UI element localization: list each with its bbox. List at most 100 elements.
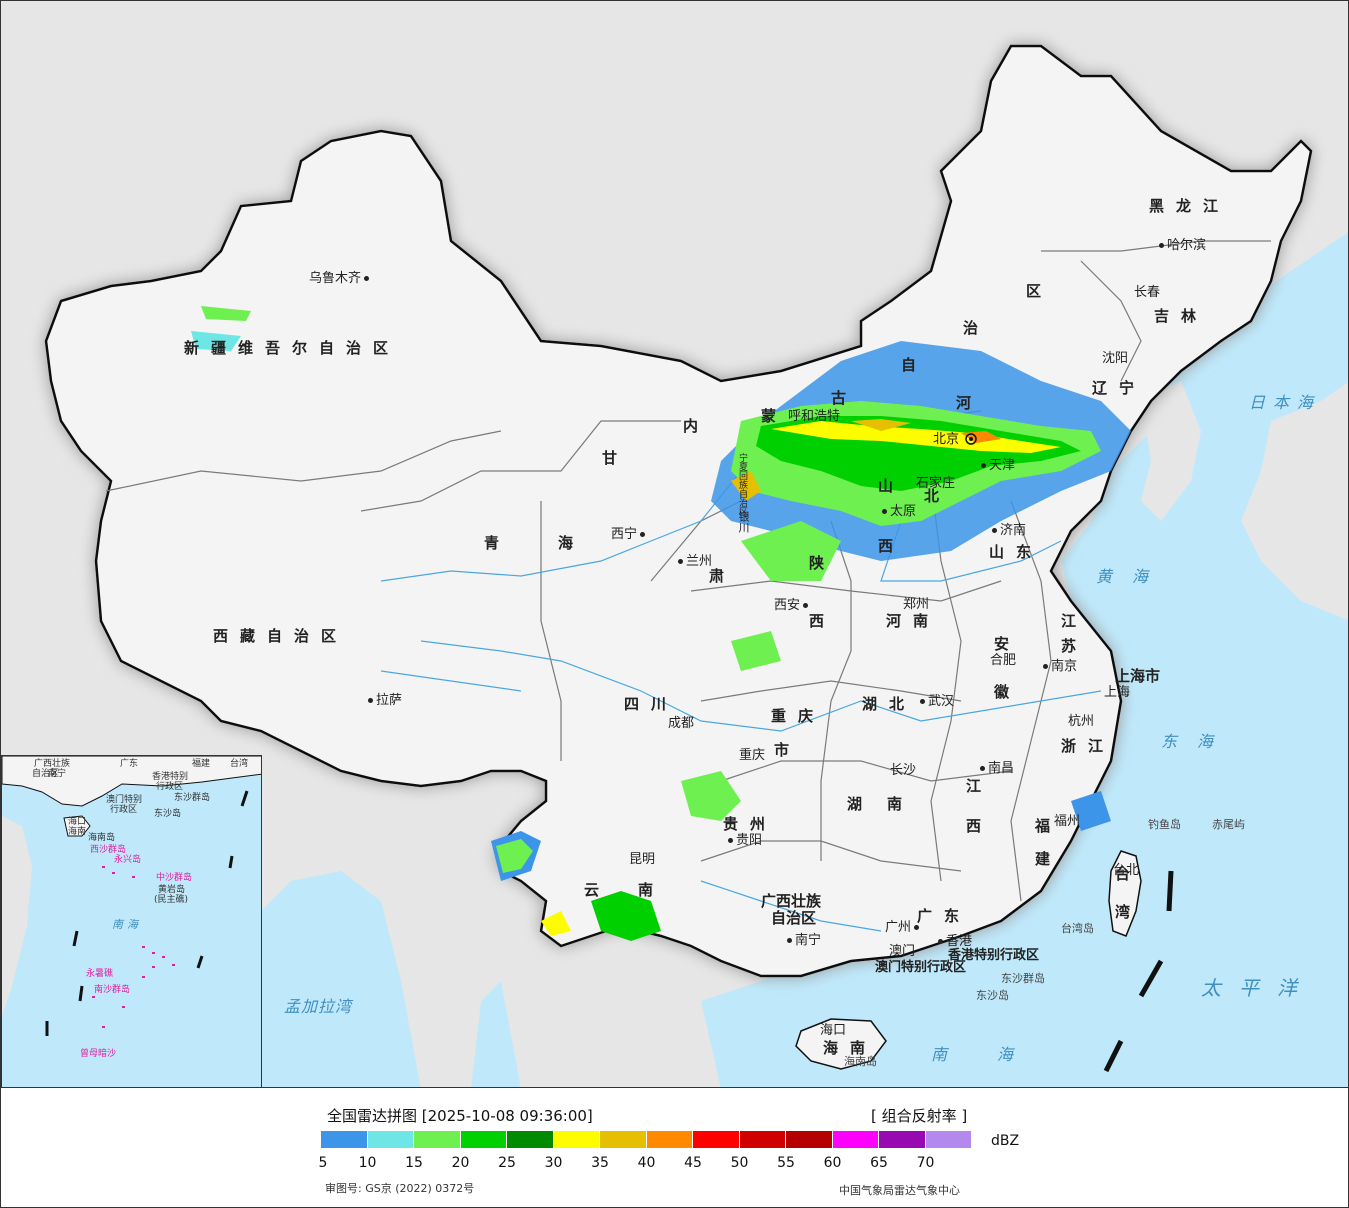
city-chengdu: 成都 xyxy=(668,716,695,731)
inset-label-guangxi: 广西壮族 xyxy=(34,759,71,769)
legend-swatch xyxy=(786,1131,833,1148)
sea-east: 东海 xyxy=(1161,732,1234,751)
korea xyxy=(1141,381,1201,521)
label-nei-4: 自 xyxy=(901,356,929,374)
label-xinjiang: 新疆维吾尔自治区 xyxy=(184,339,401,357)
city-macau: 澳门 xyxy=(889,944,916,959)
legend-product: [ 组合反射率 ] xyxy=(871,1107,968,1125)
inset-label-nansha: 南沙群岛 xyxy=(94,985,131,995)
inset-label-haikou: 海口 xyxy=(68,817,87,827)
legend-panel: 全国雷达拼图 [2025-10-08 09:36:00] [ 组合反射率 ] d… xyxy=(0,1088,1349,1208)
inset-label-guangxi-2: 自治区 xyxy=(32,769,60,779)
label-hebei-1: 河 xyxy=(956,394,984,412)
legend-swatch xyxy=(460,1131,507,1148)
label-zhejiang: 浙江 xyxy=(1061,737,1116,755)
label-anhui-1: 安 xyxy=(994,635,1022,653)
city-nanchang: 南昌 xyxy=(980,762,1014,775)
label-hebei-2: 北 xyxy=(924,487,952,505)
ocean-andaman xyxy=(471,981,521,1087)
city-beijing: 北京 xyxy=(933,432,960,447)
city-guangzhou: 广州 xyxy=(885,921,922,934)
label-shanghai: 上海市 xyxy=(1115,667,1161,685)
legend-swatch xyxy=(367,1131,414,1148)
city-shanghai: 上海 xyxy=(1104,685,1131,700)
sea-pacific: 太平洋 xyxy=(1201,976,1315,1000)
city-xian: 西安 xyxy=(774,599,811,612)
label-shaanxi-2: 西 xyxy=(809,612,837,630)
legend-tick: 20 xyxy=(451,1155,470,1171)
legend-tick: 60 xyxy=(823,1155,842,1171)
label-jiangxi-2: 西 xyxy=(966,817,994,835)
legend-tick: 40 xyxy=(637,1155,656,1171)
city-changsha: 长沙 xyxy=(890,763,917,778)
label-yunnan-1: 云 xyxy=(584,881,612,899)
label-ningxia: 宁夏回族自治区 xyxy=(737,453,747,516)
label-shanxi-1: 山 xyxy=(878,477,906,495)
city-lanzhou: 兰州 xyxy=(678,555,712,568)
label-guangxi-2: 自治区 xyxy=(771,909,817,927)
city-fuzhou: 福州 xyxy=(1054,814,1081,829)
city-guiyang: 贵阳 xyxy=(728,834,762,847)
label-hunan-1: 湖 xyxy=(847,795,875,813)
city-hangzhou: 杭州 xyxy=(1068,714,1095,729)
inset-label-yongxing: 永兴岛 xyxy=(114,855,142,865)
label-yunnan-2: 南 xyxy=(638,881,666,899)
hainan-island xyxy=(795,1018,887,1070)
city-chongqing: 重庆 xyxy=(739,748,766,763)
label-jiangsu-1: 江 xyxy=(1061,612,1089,630)
label-chongqing-1: 重庆 xyxy=(771,707,826,725)
inset-label-zhongsha: 中沙群岛 xyxy=(156,873,193,883)
island-dongsha: 东沙群岛 xyxy=(1001,972,1045,985)
city-taipei: 台北 xyxy=(1113,863,1140,878)
island-chiwei: 赤尾屿 xyxy=(1212,818,1245,831)
legend-swatch xyxy=(925,1131,972,1148)
legend-unit: dBZ xyxy=(991,1133,1020,1149)
legend-tick: 45 xyxy=(684,1155,702,1171)
inset-label-macau-2: 行政区 xyxy=(110,805,138,815)
label-hubei: 湖北 xyxy=(862,695,917,713)
label-jiangsu-2: 苏 xyxy=(1061,637,1089,655)
inset-label-fujian: 福建 xyxy=(192,759,211,769)
city-shijiazhuang: 石家庄 xyxy=(916,476,956,491)
legend-swatch xyxy=(739,1131,786,1148)
city-shenyang: 沈阳 xyxy=(1102,351,1129,366)
city-nanjing: 南京 xyxy=(1043,660,1077,673)
city-haikou: 海口 xyxy=(820,1023,847,1038)
label-taiwan-1: 台 xyxy=(1115,865,1143,883)
city-tianjin: 天津 xyxy=(981,459,1015,472)
label-shaanxi-1: 陕 xyxy=(809,554,837,572)
label-jiangxi-1: 江 xyxy=(966,777,994,795)
legend-tick: 50 xyxy=(730,1155,749,1171)
island-diaoyu: 钓鱼岛 xyxy=(1148,818,1181,831)
label-macau: 澳门特别行政区 xyxy=(875,960,967,975)
legend-approval: 审图号: GS京 (2022) 0372号 xyxy=(325,1182,475,1195)
city-yinchuan: 银川 xyxy=(737,511,750,533)
inset-label-nanning: 南宁 xyxy=(48,769,67,779)
sea-yellow: 黄海 xyxy=(1096,567,1169,586)
label-nei-5: 治 xyxy=(963,319,991,337)
label-qinghai-a: 青 xyxy=(484,534,512,552)
inset-label-dongsha-dao: 东沙岛 xyxy=(154,809,182,819)
city-taiyuan: 太原 xyxy=(882,505,916,518)
label-jilin: 吉林 xyxy=(1154,307,1209,325)
inset-label-taiwan: 台湾 xyxy=(230,759,249,769)
sea-bengal: 孟加拉湾 xyxy=(284,997,353,1016)
sea-japan: 日本海 xyxy=(1249,393,1322,412)
label-anhui-2: 徽 xyxy=(994,683,1022,701)
label-heilongjiang: 黑龙江 xyxy=(1149,197,1231,215)
map-base xyxy=(1,1,1348,1087)
ocean-japan xyxy=(1151,232,1348,421)
legend-tick: 35 xyxy=(591,1155,609,1171)
label-qinghai-b: 海 xyxy=(558,534,586,552)
radar-map[interactable]: 新疆维吾尔自治区 西藏自治区 青 海 黑龙江 吉林 辽宁 内 蒙 古 自 治 区… xyxy=(0,0,1349,1088)
city-urumqi: 乌鲁木齐 xyxy=(309,272,372,285)
city-changchun: 长春 xyxy=(1134,285,1161,300)
legend-swatch xyxy=(507,1131,554,1148)
legend-swatch xyxy=(553,1131,600,1148)
south-china-sea-inset: 广西壮族 自治区 南宁 广东 福建 台湾 香港特别 行政区 澳门特别 行政区 东… xyxy=(1,755,262,1087)
label-sichuan: 四川 xyxy=(624,695,679,713)
inset-label-macau: 澳门特别 xyxy=(106,795,143,805)
inset-base xyxy=(2,756,261,1036)
legend-swatch xyxy=(646,1131,693,1148)
legend-title: 全国雷达拼图 [2025-10-08 09:36:00] xyxy=(327,1107,593,1125)
